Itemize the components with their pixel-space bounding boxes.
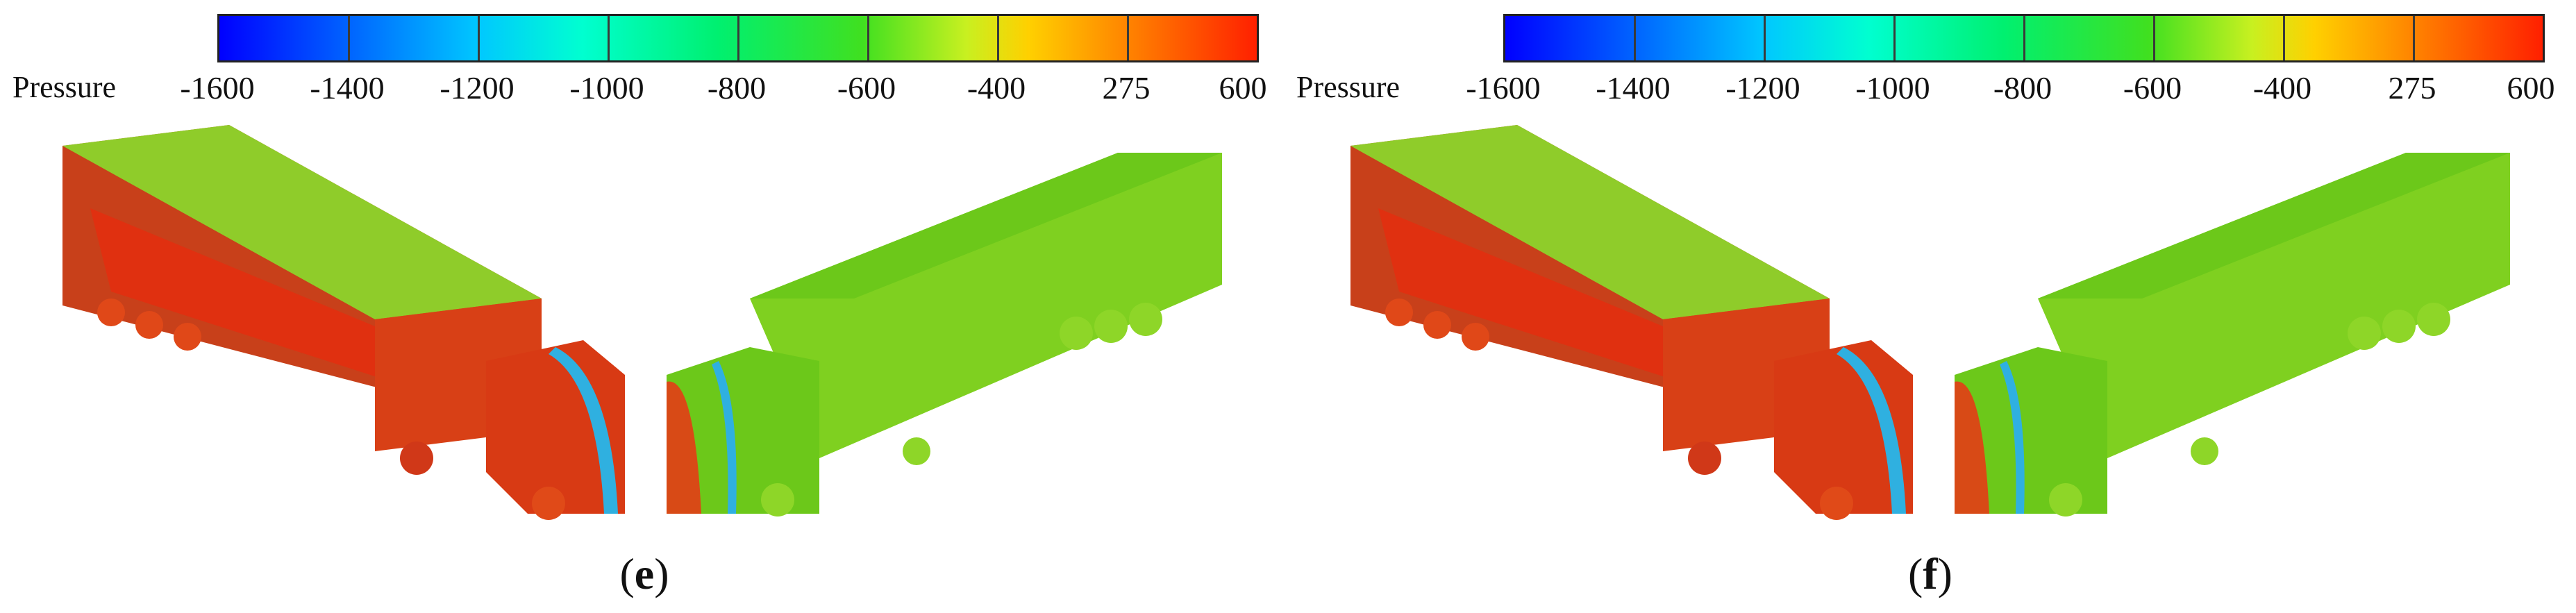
colorbar-divider: [348, 16, 350, 60]
colorbar-tick-label: 275: [2388, 70, 2436, 106]
panel-caption: (f): [1908, 549, 1952, 598]
colorbar-divider: [1764, 16, 1766, 60]
colorbar-divider: [1127, 16, 1129, 60]
colorbar-tick-label: -1400: [1596, 70, 1671, 106]
colorbar-divider: [2413, 16, 2415, 60]
colorbar-tick-label: -1600: [1466, 70, 1541, 106]
colorbar-tick-label: 600: [2507, 70, 2555, 106]
colorbar-tick-label: -800: [707, 70, 767, 106]
pressure-colorbar: [1503, 14, 2545, 62]
panel-caption: (e): [619, 549, 669, 598]
colorbar-divider: [1893, 16, 1896, 60]
colorbar-divider: [2023, 16, 2025, 60]
colorbar-tick-label: -1600: [180, 70, 255, 106]
colorbar-tick-label: -1000: [1855, 70, 1930, 106]
truck-right: [667, 153, 1222, 517]
colorbar-title: Pressure: [12, 70, 117, 104]
colorbar-tick-label: -1400: [310, 70, 385, 106]
colorbar-divider: [867, 16, 869, 60]
colorbar-tick-label: 275: [1102, 70, 1151, 106]
panel-f: Pressure -1600 -1400 -1200 -1000 -800 -6…: [1288, 0, 2576, 613]
colorbar-divider: [737, 16, 739, 60]
colorbar-divider: [608, 16, 610, 60]
colorbar-divider: [478, 16, 480, 60]
colorbar-divider: [997, 16, 999, 60]
truck-left: [62, 125, 625, 520]
colorbar-tick-label: -1200: [440, 70, 515, 106]
truck-right: [1955, 153, 2510, 517]
colorbar-tick-label: -600: [2123, 70, 2182, 106]
truck-pressure-render: [1350, 125, 2510, 520]
panel-e: Pressure -1600 -1400 -1200 -1000 -800 -6…: [12, 14, 1267, 598]
colorbar-divider: [2283, 16, 2285, 60]
colorbar-divider: [1634, 16, 1636, 60]
colorbar-tick-label: -800: [1993, 70, 2052, 106]
colorbar-title: Pressure: [1296, 70, 1400, 104]
pressure-colorbar: [217, 14, 1259, 62]
colorbar-tick-label: -600: [837, 70, 896, 106]
colorbar-tick-label: -400: [2252, 70, 2312, 106]
colorbar-tick-label: -1000: [569, 70, 644, 106]
truck-pressure-render: [62, 125, 1222, 520]
colorbar-tick-label: -1200: [1725, 70, 1800, 106]
colorbar-tick-label: 600: [1219, 70, 1267, 106]
colorbar-divider: [2153, 16, 2155, 60]
truck-left: [1350, 125, 1913, 520]
colorbar-tick-label: -400: [967, 70, 1026, 106]
